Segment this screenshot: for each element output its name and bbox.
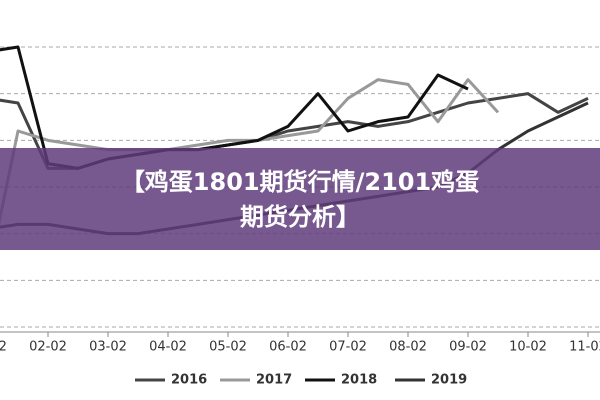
x-tick-label: 04-02	[149, 340, 187, 355]
legend-label: 2018	[341, 373, 377, 388]
x-tick-label: 03-02	[89, 340, 127, 355]
x-tick-label: 08-02	[389, 340, 427, 355]
series-line	[0, 78, 500, 226]
banner-title: 【鸡蛋1801期货行情/2101鸡蛋	[121, 168, 479, 196]
x-tick-label: 11-02	[569, 340, 600, 355]
x-tick-label: 01-02	[0, 340, 7, 355]
x-tick-label: 06-02	[269, 340, 307, 355]
legend-label: 2016	[171, 373, 207, 388]
banner-title: 期货分析】	[240, 203, 360, 231]
x-tick-label: 10-02	[509, 340, 547, 355]
legend-label: 2017	[256, 373, 292, 388]
x-tick-label: 05-02	[209, 340, 247, 355]
x-axis: 01-02 02-02 03-02 04-02 05-02 06-02 07-02 08-02…	[0, 331, 600, 355]
x-tick-label: 02-02	[29, 340, 67, 355]
legend-label: 2019	[431, 373, 467, 388]
x-tick-label: 09-02	[449, 340, 487, 355]
legend: 2016 2017 2018 2019	[135, 373, 467, 388]
x-tick-label: 07-02	[329, 340, 367, 355]
banner-bg	[0, 148, 600, 250]
